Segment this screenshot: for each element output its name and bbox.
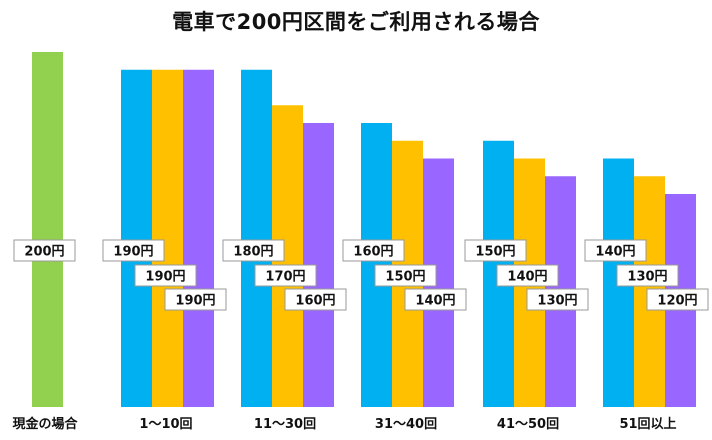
x-tick-label-1: 1～10回 (139, 417, 192, 432)
bars-layer (32, 52, 696, 407)
bar-1-1 (152, 69, 183, 407)
data-label-2-2: 160円 (295, 294, 335, 309)
data-label-box-3-1 (374, 264, 437, 287)
data-label-box-4-2 (526, 288, 589, 311)
data-label-2-0: 180円 (233, 245, 273, 260)
data-label-4-1: 140円 (507, 270, 547, 285)
data-label-box-0-0 (13, 239, 76, 262)
data-label-box-1-2 (164, 288, 227, 311)
data-label-box-5-1 (616, 264, 679, 287)
data-label-1-2: 190円 (175, 294, 215, 309)
data-label-1-1: 190円 (145, 270, 185, 285)
data-label-4-2: 130円 (537, 294, 577, 309)
data-label-box-5-0 (584, 239, 647, 262)
data-label-5-1: 130円 (627, 270, 667, 285)
x-tick-label-4: 41～50回 (497, 417, 559, 432)
data-label-box-4-0 (464, 239, 527, 262)
data-label-box-2-2 (284, 288, 347, 311)
x-tick-labels: 現金の場合 1～10回 11～30回 31～40回 41～50回 51回以上 (12, 416, 676, 432)
data-labels-layer: 200円 190円 190円 190円 180円 170円 160円 160円 150円 140円… (13, 239, 709, 311)
x-tick-label-0: 現金の場合 (12, 416, 78, 432)
data-label-3-1: 150円 (385, 270, 425, 285)
data-label-1-0: 190円 (113, 245, 153, 260)
x-tick-label-5: 51回以上 (619, 417, 676, 432)
data-label-4-0: 150円 (475, 245, 515, 260)
data-label-2-1: 170円 (265, 270, 305, 285)
data-label-box-5-2 (646, 288, 709, 311)
data-label-5-0: 140円 (595, 245, 635, 260)
data-label-box-2-1 (254, 264, 317, 287)
bar-1-2 (183, 69, 214, 407)
data-label-box-3-0 (342, 239, 405, 262)
data-label-box-1-1 (134, 264, 197, 287)
data-label-5-2: 120円 (657, 294, 697, 309)
x-tick-label-2: 11～30回 (254, 417, 316, 432)
data-label-box-2-0 (222, 239, 285, 262)
bar-1-0 (121, 69, 152, 407)
chart-title: 電車で200円区間をご利用される場合 (172, 10, 540, 34)
bar-2-0 (241, 69, 272, 407)
data-label-box-4-1 (496, 264, 559, 287)
x-tick-label-3: 31～40回 (375, 417, 437, 432)
data-label-0-0: 200円 (24, 245, 64, 260)
data-label-3-0: 160円 (353, 245, 393, 260)
data-label-box-3-2 (404, 288, 467, 311)
bar-0-0 (32, 52, 63, 407)
data-label-3-2: 140円 (415, 294, 455, 309)
data-label-box-1-0 (102, 239, 165, 262)
